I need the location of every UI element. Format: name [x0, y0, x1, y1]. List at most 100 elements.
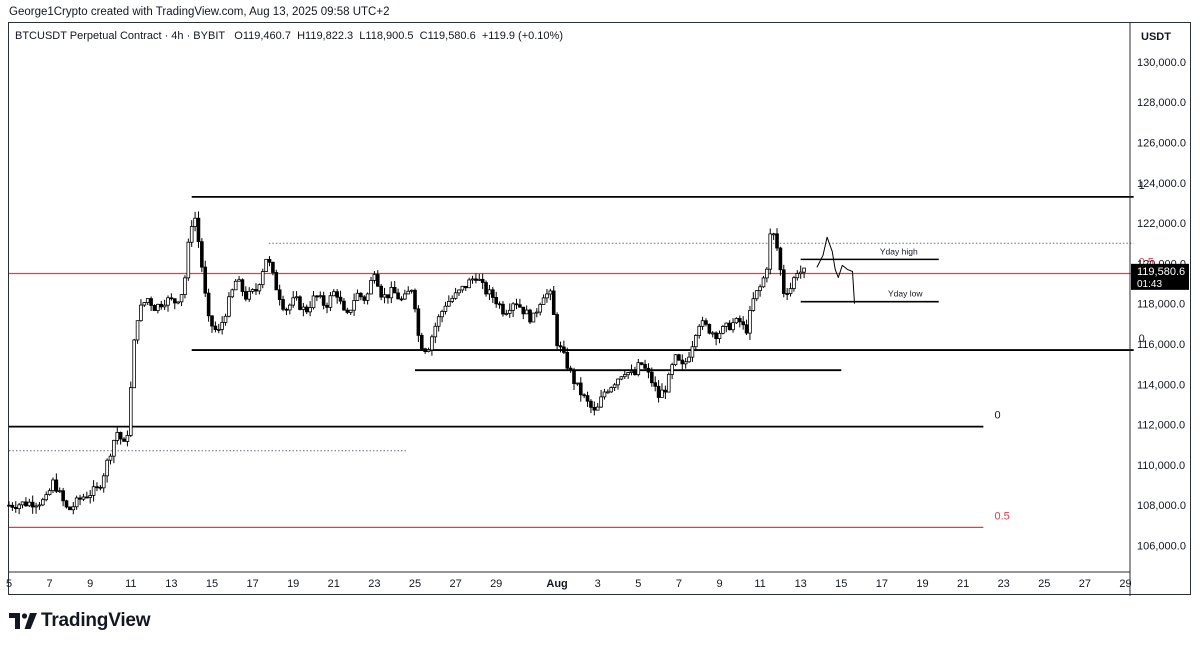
- time-tick-label: 21: [957, 578, 969, 590]
- candle-body: [660, 389, 664, 398]
- candle: [247, 287, 252, 302]
- time-tick-label: 27: [449, 578, 461, 590]
- candle: [754, 290, 759, 302]
- candle: [501, 301, 505, 317]
- candle-body: [741, 321, 745, 326]
- candle: [484, 280, 488, 297]
- candle-body: [227, 296, 231, 317]
- candle-body: [447, 301, 451, 307]
- candle-body: [233, 280, 238, 291]
- candle-body: [460, 285, 465, 291]
- candle: [288, 303, 292, 315]
- time-tick-label: 25: [1038, 578, 1050, 590]
- candle: [386, 294, 390, 304]
- candle-body: [382, 294, 387, 298]
- candle-body: [54, 479, 59, 492]
- candle-body: [291, 297, 295, 306]
- candle: [284, 307, 289, 316]
- candle: [629, 364, 634, 376]
- candle: [159, 300, 164, 310]
- candle: [179, 294, 184, 307]
- price-tick-label: 122,000.0: [1137, 218, 1186, 230]
- candle: [721, 324, 725, 335]
- candle: [254, 283, 258, 295]
- candle-body: [599, 396, 603, 408]
- symbol-name[interactable]: BTCUSDT Perpetual Contract · 4h · BYBIT: [15, 30, 226, 42]
- candle: [775, 228, 779, 251]
- candle-body: [507, 309, 512, 314]
- candle: [704, 318, 708, 327]
- candle-body: [81, 496, 86, 500]
- candle-body: [436, 316, 441, 327]
- candle-body: [375, 274, 380, 287]
- candle: [135, 320, 140, 344]
- candle: [200, 238, 204, 273]
- candle: [419, 332, 424, 350]
- candle: [453, 287, 458, 300]
- last-price-tag: 119,580.601:43: [1131, 263, 1189, 290]
- candle-body: [321, 295, 326, 306]
- candle-body: [172, 298, 177, 304]
- candle-body: [440, 311, 444, 318]
- candle: [74, 495, 79, 510]
- low-value: L118,900.5: [359, 30, 414, 42]
- candle: [34, 502, 38, 514]
- candle: [633, 366, 637, 376]
- candle: [619, 376, 624, 381]
- time-axis[interactable]: 5 7 9 11 13 15 17 19 21 23 25 27 29 Aug 3 5 7 9 11 13 15 17 19…: [6, 578, 1132, 590]
- candle-body: [47, 490, 52, 495]
- candle: [643, 359, 647, 370]
- candle: [85, 491, 89, 499]
- candle-body: [7, 504, 11, 507]
- candle-body: [105, 459, 109, 477]
- candle-body: [176, 301, 180, 304]
- candle: [677, 353, 681, 361]
- candle-body: [193, 217, 197, 227]
- candle-body: [98, 486, 103, 489]
- candle: [751, 292, 756, 312]
- candle-body: [666, 373, 671, 393]
- candle-body: [203, 266, 208, 294]
- candle-body: [521, 306, 526, 315]
- candle: [636, 358, 641, 377]
- candle-body: [531, 312, 536, 323]
- candle-body: [558, 345, 563, 348]
- candle: [152, 304, 157, 311]
- candle-body: [450, 297, 455, 302]
- candle: [639, 362, 644, 366]
- candle-body: [514, 303, 519, 306]
- candle: [24, 497, 28, 507]
- price-axis[interactable]: 106,000.0 108,000.0 110,000.0 112,000.0 114,…: [9, 23, 1186, 596]
- candle-body: [304, 306, 309, 313]
- price-tick-label: 126,000.0: [1137, 138, 1186, 150]
- candle: [565, 347, 570, 371]
- candle-body: [765, 268, 769, 279]
- candle: [176, 301, 180, 305]
- candle: [64, 499, 69, 509]
- candle: [95, 482, 99, 492]
- candle-body: [345, 309, 350, 313]
- candle: [538, 302, 542, 316]
- candle-body: [629, 370, 634, 373]
- candle: [325, 302, 329, 314]
- candle: [132, 338, 136, 389]
- candle: [345, 307, 350, 315]
- tradingview-logo[interactable]: TradingView: [9, 610, 151, 632]
- candle: [443, 301, 448, 315]
- candle: [528, 308, 532, 325]
- level-label: 0: [1139, 333, 1145, 345]
- candle: [78, 494, 82, 506]
- candle-body: [646, 367, 651, 373]
- candle: [727, 320, 732, 331]
- candle: [670, 362, 674, 380]
- candle-body: [128, 387, 133, 436]
- candle: [20, 501, 25, 509]
- price-axis-unit[interactable]: USDT: [1141, 31, 1171, 43]
- time-tick-label: 25: [409, 578, 421, 590]
- candle: [362, 295, 367, 305]
- candle: [244, 286, 248, 302]
- candle: [416, 305, 421, 343]
- candle: [785, 288, 789, 301]
- candle-body: [423, 348, 427, 353]
